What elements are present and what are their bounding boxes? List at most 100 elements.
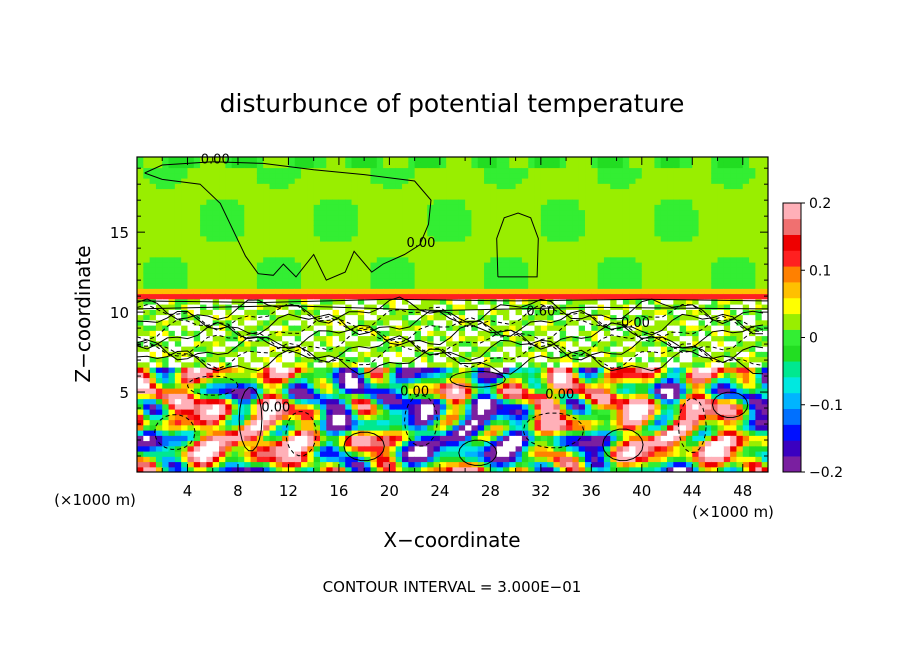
heatmap-cell	[452, 398, 460, 405]
heatmap-cell	[572, 393, 580, 400]
heatmap-cell	[433, 162, 441, 169]
heatmap-cell	[193, 419, 201, 426]
heatmap-cell	[282, 251, 290, 258]
heatmap-cell	[452, 172, 460, 179]
heatmap-cell	[269, 330, 277, 337]
heatmap-cell	[319, 409, 327, 415]
heatmap-cell	[269, 430, 277, 436]
heatmap-cell	[585, 356, 592, 363]
heatmap-cell	[263, 377, 271, 384]
heatmap-cell	[585, 193, 592, 200]
heatmap-cell	[603, 393, 611, 400]
heatmap-cell	[515, 466, 523, 472]
heatmap-cell	[490, 335, 498, 342]
heatmap-cell	[395, 309, 403, 316]
heatmap-cell	[301, 267, 308, 274]
heatmap-cell	[559, 430, 567, 436]
heatmap-cell	[338, 346, 346, 352]
heatmap-cell	[622, 419, 630, 426]
heatmap-cell	[635, 241, 643, 247]
heatmap-cell	[345, 235, 353, 242]
heatmap-cell	[206, 388, 214, 394]
heatmap-cell	[635, 456, 643, 463]
heatmap-cell	[364, 267, 372, 274]
heatmap-cell	[534, 451, 542, 457]
heatmap-cell	[641, 199, 649, 205]
heatmap-cell	[553, 456, 561, 463]
heatmap-cell	[578, 204, 586, 211]
heatmap-cell	[616, 167, 624, 174]
heatmap-cell	[231, 424, 239, 431]
heatmap-cell	[294, 178, 302, 184]
heatmap-cell	[269, 403, 277, 410]
heatmap-cell	[591, 419, 599, 426]
heatmap-cell	[458, 293, 466, 300]
heatmap-cell	[648, 277, 656, 284]
heatmap-cell	[648, 356, 656, 363]
heatmap-cell	[553, 319, 561, 326]
heatmap-cell	[509, 283, 517, 289]
heatmap-cell	[206, 199, 214, 205]
heatmap-cell	[408, 188, 416, 195]
heatmap-cell	[408, 277, 416, 284]
heatmap-cell	[427, 309, 435, 316]
heatmap-cell	[414, 267, 422, 274]
heatmap-cell	[383, 451, 390, 457]
heatmap-cell	[635, 430, 643, 436]
heatmap-cell	[616, 388, 624, 394]
heatmap-cell	[282, 414, 290, 421]
heatmap-cell	[155, 193, 163, 200]
heatmap-cell	[338, 193, 346, 200]
heatmap-cell	[622, 367, 630, 373]
heatmap-cell	[364, 367, 372, 373]
heatmap-cell	[389, 235, 397, 242]
heatmap-cell	[597, 288, 605, 295]
heatmap-cell	[433, 409, 441, 415]
heatmap-cell	[654, 377, 662, 384]
heatmap-cell	[168, 346, 176, 352]
heatmap-cell	[610, 277, 618, 284]
heatmap-cell	[162, 356, 170, 363]
heatmap-cell	[648, 262, 656, 268]
heatmap-cell	[515, 188, 523, 195]
heatmap-cell	[521, 356, 529, 363]
heatmap-cell	[307, 445, 315, 452]
heatmap-cell	[553, 440, 561, 447]
heatmap-cell	[439, 283, 447, 289]
heatmap-cell	[244, 340, 252, 347]
heatmap-cell	[484, 466, 491, 472]
heatmap-cell	[610, 214, 618, 221]
heatmap-cell	[376, 214, 384, 221]
heatmap-cell	[433, 220, 441, 226]
heatmap-cell	[515, 361, 523, 368]
heatmap-cell	[256, 466, 264, 472]
heatmap-cell	[383, 256, 390, 263]
heatmap-cell	[465, 199, 473, 205]
heatmap-cell	[477, 340, 485, 347]
heatmap-cell	[490, 445, 498, 452]
heatmap-cell	[578, 193, 586, 200]
heatmap-cell	[496, 188, 504, 195]
heatmap-cell	[244, 403, 252, 410]
heatmap-cell	[591, 398, 599, 405]
heatmap-cell	[616, 451, 624, 457]
heatmap-cell	[471, 340, 479, 347]
heatmap-cell	[402, 372, 409, 379]
heatmap-cell	[282, 409, 290, 415]
heatmap-cell	[446, 435, 454, 442]
heatmap-cell	[465, 162, 473, 169]
heatmap-cell	[452, 393, 460, 400]
heatmap-cell	[301, 393, 308, 400]
heatmap-cell	[181, 293, 189, 300]
heatmap-cell	[566, 461, 573, 468]
heatmap-cell	[155, 178, 163, 184]
heatmap-cell	[370, 372, 378, 379]
heatmap-cell	[263, 346, 271, 352]
heatmap-cell	[162, 319, 170, 326]
heatmap-cell	[168, 382, 176, 389]
heatmap-cell	[433, 262, 441, 268]
heatmap-cell	[149, 220, 157, 226]
heatmap-cell	[351, 283, 359, 289]
heatmap-cell	[301, 451, 308, 457]
heatmap-cell	[439, 346, 447, 352]
